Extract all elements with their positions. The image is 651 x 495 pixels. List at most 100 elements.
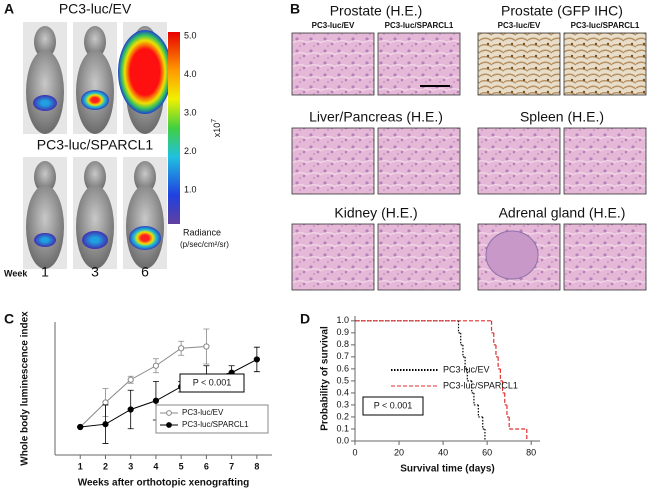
mouse-body xyxy=(26,185,64,269)
x-tick-label: 3 xyxy=(128,461,133,471)
mouse-head xyxy=(84,26,106,58)
panel-letter: D xyxy=(300,311,310,327)
panel-title: Liver/Pancreas (H.E.) xyxy=(309,109,443,125)
annotation-box xyxy=(179,373,245,393)
panel-title: Kidney (H.E.) xyxy=(334,205,417,221)
luminescence-signal xyxy=(81,90,109,110)
x-axis-title: Survival time (days) xyxy=(400,464,494,475)
group-title: PC3-luc/EV xyxy=(59,1,132,17)
data-point xyxy=(178,345,185,352)
y-tick-label: 0.3 xyxy=(336,399,349,409)
column-label: PC3-luc/EV xyxy=(312,21,355,30)
histology-image xyxy=(477,32,561,96)
column-label: PC3-luc/SPARCL1 xyxy=(571,21,640,30)
panel-letter: C xyxy=(4,311,14,327)
x-tick-label: 6 xyxy=(204,461,209,471)
column-label: PC3-luc/SPARCL1 xyxy=(385,21,454,30)
data-point xyxy=(152,397,160,404)
legend-label: PC3-luc/EV xyxy=(443,364,490,374)
histology-image xyxy=(291,223,375,291)
panel-letter: A xyxy=(4,1,14,17)
colorbar-tick-label: 1.0 xyxy=(184,184,197,194)
data-point xyxy=(102,399,109,406)
colorbar-tick-label: 4.0 xyxy=(184,69,197,79)
luminescence-signal xyxy=(34,233,56,247)
histology-image xyxy=(563,223,647,291)
x-tick-label: 4 xyxy=(153,461,158,471)
colorbar-scale-base: x10 xyxy=(212,123,222,138)
histology-image xyxy=(563,127,647,195)
x-tick-label: 8 xyxy=(254,461,259,471)
histology-image xyxy=(291,127,375,195)
x-tick-label: 40 xyxy=(438,447,448,457)
data-point xyxy=(127,376,134,383)
colorbar-scale-exponent: 7 xyxy=(211,119,218,123)
data-point xyxy=(152,362,160,369)
charts: C 1 2 3 4 5 6 7 8 Weeks after orthotopic xenograf… xyxy=(4,311,540,489)
data-point xyxy=(102,421,109,428)
y-tick-label: 0.8 xyxy=(336,339,349,349)
legend-marker xyxy=(166,410,172,416)
x-tick-label: 5 xyxy=(179,461,184,471)
y-axis-title: Whole body luminescence index xyxy=(20,311,31,466)
mouse-body xyxy=(76,185,114,269)
x-tick-label: 0 xyxy=(352,447,357,457)
panel-b: B Prostate (H.E.) PC3-luc/EV PC3-luc/SPARCL… xyxy=(290,1,647,291)
week-number: 3 xyxy=(91,264,99,280)
panel-title: Prostate (GFP IHC) xyxy=(501,3,623,19)
histology-image xyxy=(377,223,461,291)
data-point xyxy=(127,406,134,413)
y-tick-label: 0.4 xyxy=(336,387,349,397)
annotation: P < 0.001 xyxy=(374,400,413,410)
week-label: Week xyxy=(4,268,28,278)
y-tick-label: 1.0 xyxy=(336,315,349,325)
x-tick-label: 60 xyxy=(482,447,492,457)
series-line xyxy=(79,346,207,428)
colorbar-tick-label: 3.0 xyxy=(184,107,197,117)
x-axis-title: Weeks after orthotopic xenografting xyxy=(78,478,250,489)
mouse-body xyxy=(26,50,64,134)
x-tick-label: 20 xyxy=(394,447,404,457)
y-tick-label: 0.7 xyxy=(336,351,349,361)
histology-image xyxy=(291,32,375,96)
group-title: PC3-luc/SPARCL1 xyxy=(37,137,154,153)
colorbar-label: Radiance xyxy=(183,227,221,237)
mouse-head xyxy=(84,161,106,193)
legend-marker xyxy=(166,422,172,428)
legend-label: PC3-luc/SPARCL1 xyxy=(182,420,249,429)
panel-title: Spleen (H.E.) xyxy=(520,109,604,125)
data-point xyxy=(253,356,260,363)
x-tick-label: 7 xyxy=(229,461,234,471)
column-label: PC3-luc/EV xyxy=(498,21,541,30)
annotation: P < 0.001 xyxy=(193,377,232,387)
legend-label: PC3-luc/SPARCL1 xyxy=(443,380,518,390)
x-tick-label: 2 xyxy=(103,461,108,471)
y-tick-label: 0.6 xyxy=(336,363,349,373)
panel-a: A PC3-luc/EV PC3-luc/SPARCL1 5.0 4.0 3.0 2.0 1.… xyxy=(4,1,229,280)
colorbar-scale: x107 xyxy=(211,119,223,138)
y-tick-label: 0.1 xyxy=(336,423,349,433)
week-number: 1 xyxy=(41,264,49,280)
histology-image xyxy=(377,32,461,96)
y-tick-label: 0.0 xyxy=(336,435,349,445)
y-tick-label: 0.5 xyxy=(336,375,349,385)
luminescence-signal xyxy=(129,226,161,250)
histology-image xyxy=(477,127,561,195)
y-tick-label: 0.2 xyxy=(336,411,349,421)
week-number: 6 xyxy=(141,264,149,280)
tissue-feature xyxy=(485,230,539,280)
y-tick-label: 0.9 xyxy=(336,327,349,337)
luminescence-signal xyxy=(33,95,57,111)
colorbar-tick-label: 5.0 xyxy=(184,30,197,40)
x-tick-label: 80 xyxy=(526,447,536,457)
luminescence-signal xyxy=(118,30,172,114)
panel-letter: B xyxy=(290,1,300,17)
luminescence-signal xyxy=(82,231,108,249)
y-axis-title: Probability of survival xyxy=(320,326,331,431)
histology-image xyxy=(563,32,647,96)
legend-box xyxy=(155,404,269,434)
annotation-box xyxy=(362,396,424,416)
panel-title: Prostate (H.E.) xyxy=(330,3,423,19)
panel-title: Adrenal gland (H.E.) xyxy=(499,205,626,221)
